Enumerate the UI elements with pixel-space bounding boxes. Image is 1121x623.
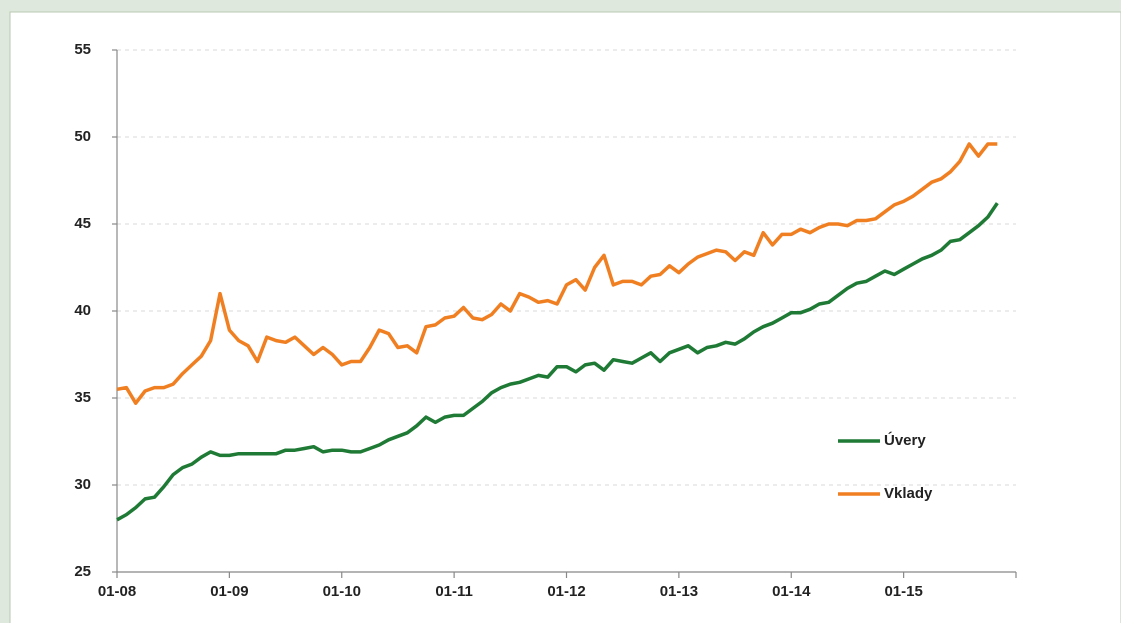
x-tick-label: 01-11 bbox=[435, 583, 473, 600]
legend-label: Úvery bbox=[884, 431, 926, 449]
x-tick-label: 01-14 bbox=[772, 583, 811, 600]
y-tick-label: 30 bbox=[74, 476, 91, 493]
x-tick-label: 01-15 bbox=[884, 583, 922, 600]
x-tick-label: 01-13 bbox=[660, 583, 698, 600]
y-tick-label: 50 bbox=[74, 128, 91, 145]
legend-label: Vklady bbox=[884, 485, 933, 502]
x-tick-label: 01-08 bbox=[98, 583, 136, 600]
y-tick-label: 55 bbox=[74, 41, 91, 58]
y-tick-label: 45 bbox=[74, 215, 91, 232]
x-tick-label: 01-09 bbox=[210, 583, 248, 600]
y-tick-label: 40 bbox=[74, 302, 91, 319]
y-tick-label: 25 bbox=[74, 563, 91, 580]
series-line bbox=[116, 202, 999, 522]
x-tick-label: 01-10 bbox=[323, 583, 361, 600]
panel bbox=[9, 11, 1121, 623]
x-tick-label: 01-12 bbox=[547, 583, 585, 600]
y-tick-label: 35 bbox=[74, 389, 91, 406]
series-line bbox=[116, 142, 998, 405]
